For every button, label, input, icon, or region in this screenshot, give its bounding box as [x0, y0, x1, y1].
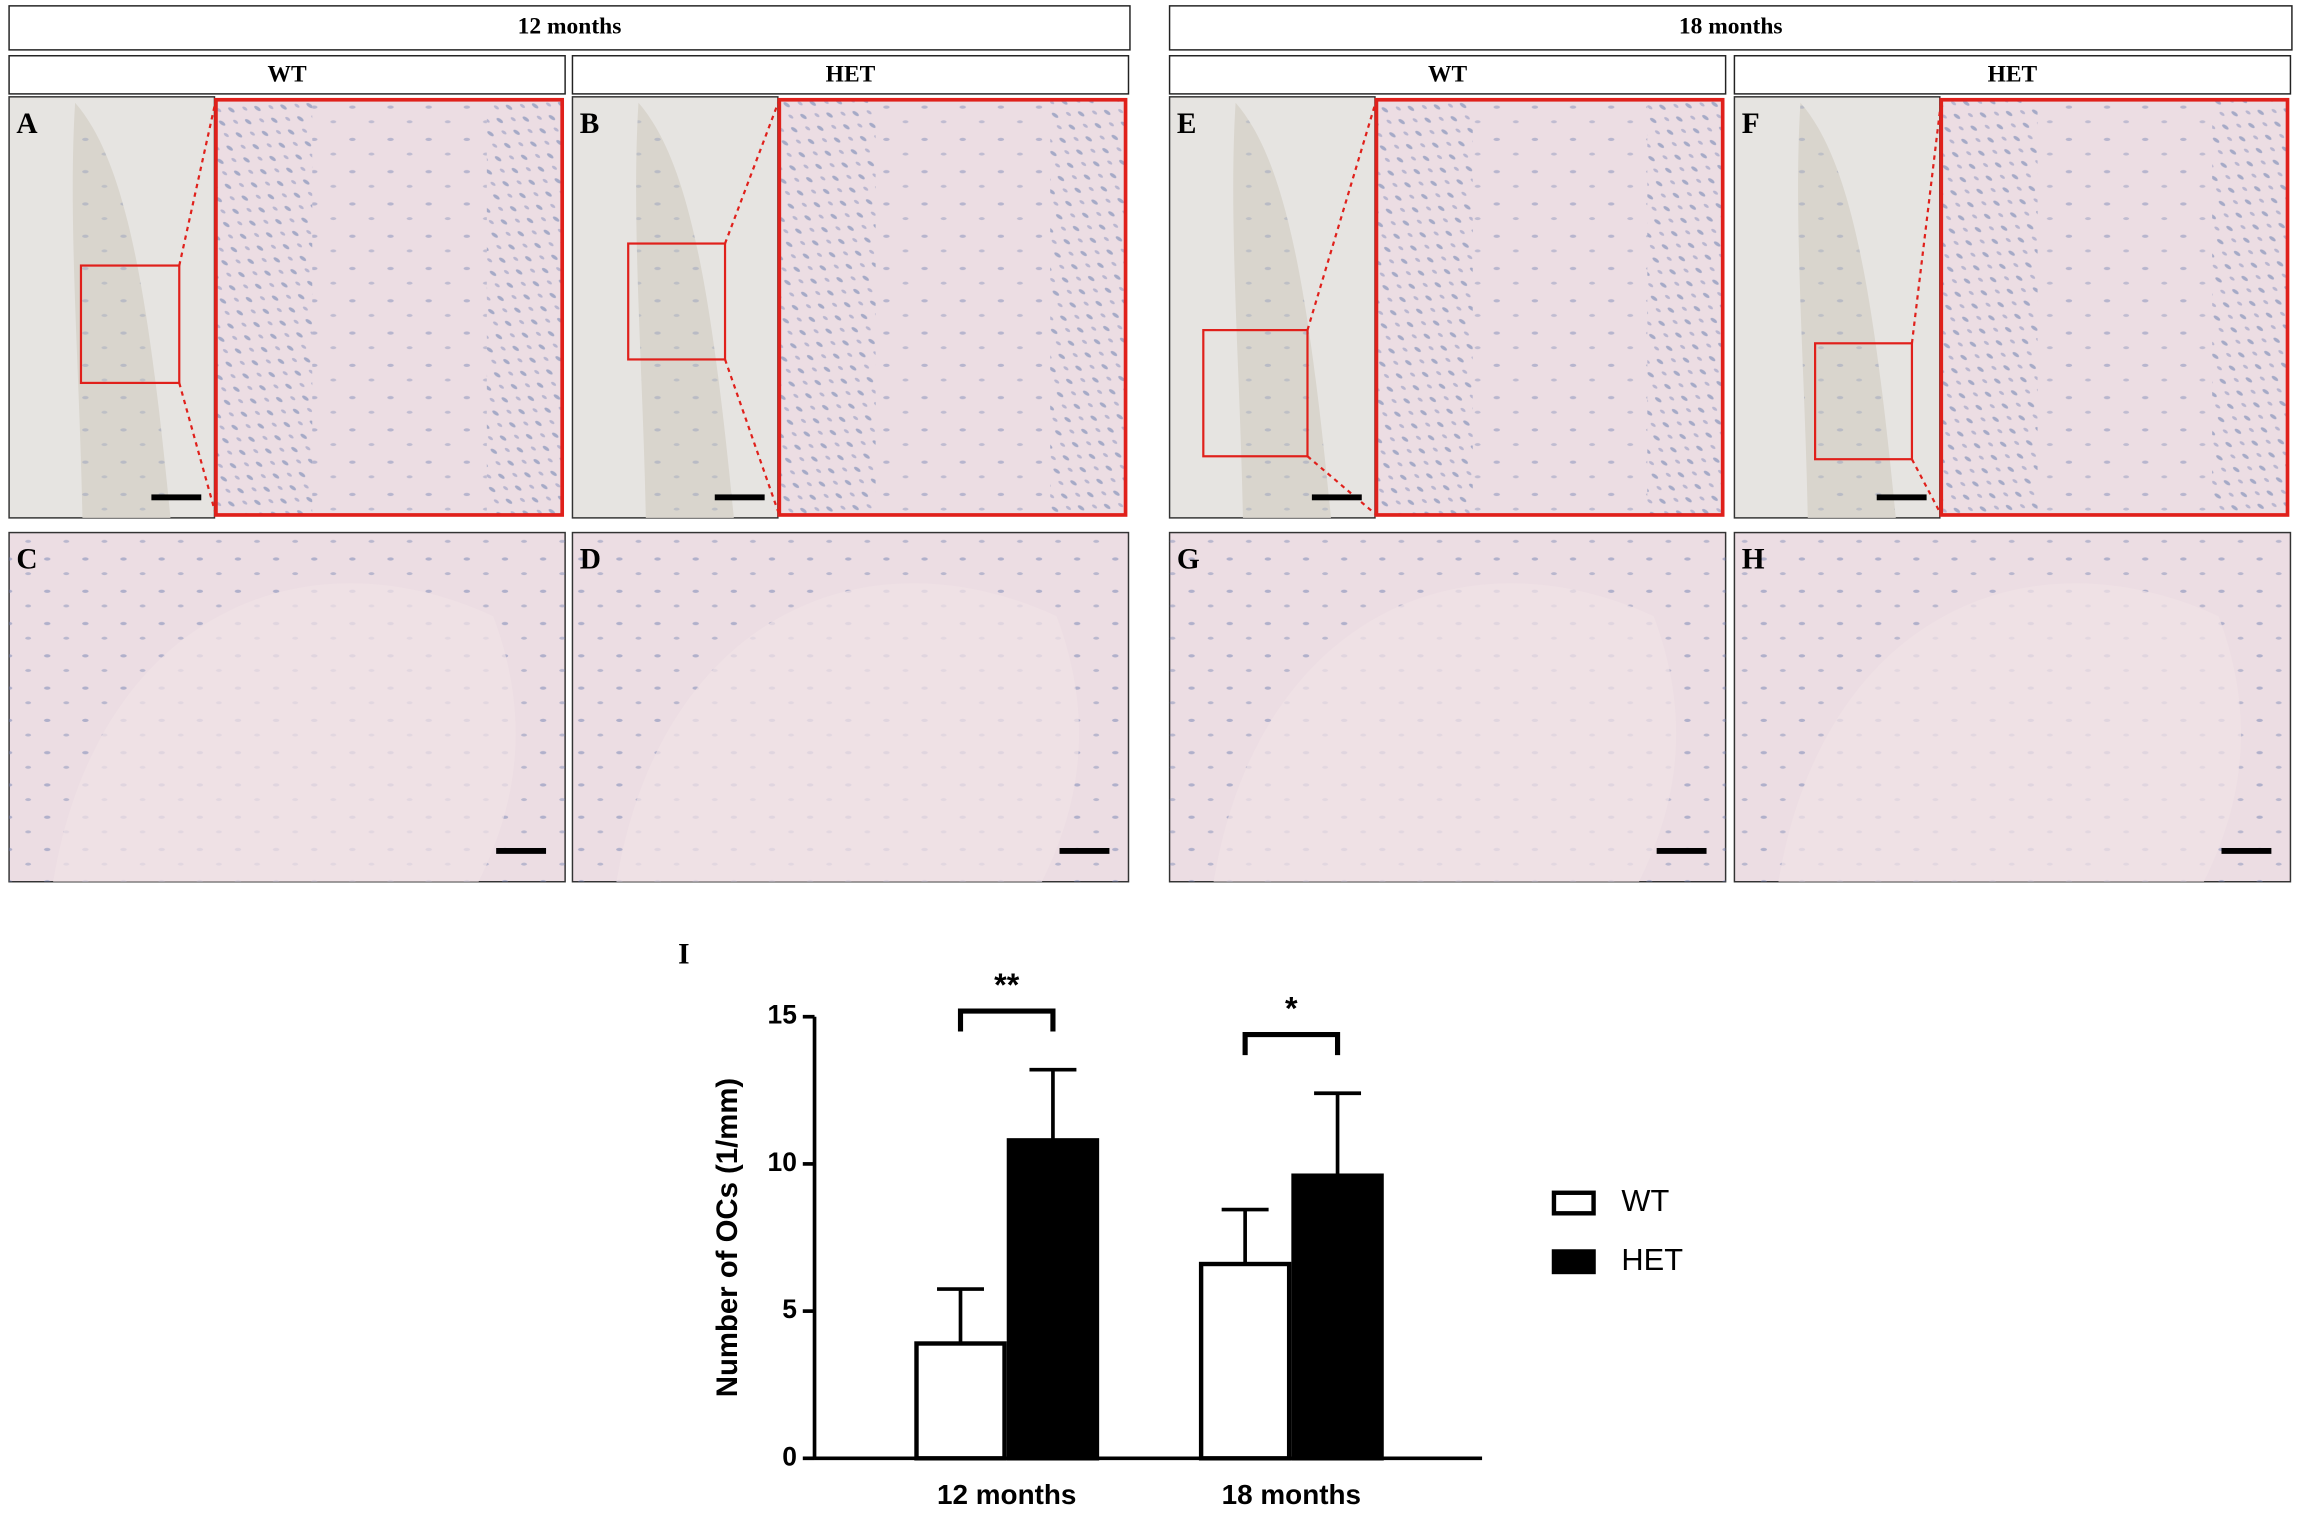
inset-cells [1374, 98, 1473, 517]
significance-bracket [957, 1008, 1056, 1032]
subgroup-header-box [1733, 55, 2292, 95]
inset-matrix [1472, 98, 1648, 517]
scale-bar [151, 494, 202, 501]
inset-matrix [312, 98, 487, 517]
subgroup-header: HET [1988, 62, 2038, 88]
subgroup-header: WT [268, 62, 307, 88]
panel-letter: H [1742, 544, 1765, 576]
panel-letter: C [16, 544, 37, 576]
zoom-line [1910, 99, 1943, 344]
legend-label: WT [1621, 1183, 1669, 1218]
significance-label: ** [994, 967, 1020, 1003]
significance-bracket [1242, 1032, 1341, 1056]
subgroup-header-box [1168, 55, 1727, 95]
zoom-line [1306, 455, 1378, 516]
legend-swatch [1551, 1249, 1596, 1275]
inset-cells [1050, 98, 1128, 517]
tissue-texture [72, 102, 171, 518]
y-axis-title: Number of OCs (1/mm) [711, 1078, 744, 1397]
x-tick-label: 12 months [937, 1479, 1076, 1510]
inset-frame [1374, 97, 1725, 517]
inset-cells [486, 98, 564, 517]
y-tick-label: 10 [768, 1147, 797, 1177]
group-header-box [8, 5, 1131, 51]
panel-letter: E [1177, 108, 1197, 140]
subgroup-header-box [571, 55, 1130, 95]
group-header-box [1168, 5, 2293, 51]
zoom-box [627, 242, 727, 361]
y-tick-label: 0 [782, 1441, 797, 1471]
bar [1198, 1261, 1292, 1461]
inset-cells [1939, 98, 2038, 517]
bone-region [1213, 583, 1677, 882]
panel-letter: F [1742, 108, 1760, 140]
inset-matrix [875, 98, 1051, 517]
inset-matrix [2037, 98, 2213, 517]
legend-swatch [1551, 1190, 1596, 1216]
bar [914, 1341, 1007, 1461]
zoom-box [1202, 329, 1309, 458]
inset-frame [777, 97, 1128, 517]
inset-cells [214, 98, 313, 517]
y-tick-label: 5 [782, 1294, 797, 1324]
bone-region [53, 583, 516, 882]
bone-region [1778, 583, 2242, 882]
subgroup-header: WT [1428, 62, 1467, 88]
panel-letter: D [580, 544, 601, 576]
scale-bar [496, 847, 547, 854]
y-tick-label: 15 [768, 1000, 797, 1030]
group-header: 18 months [1679, 13, 1783, 39]
significance-label: * [1285, 991, 1298, 1027]
bar [1006, 1138, 1100, 1461]
panel-letter: G [1177, 544, 1200, 576]
zoom-line [723, 359, 781, 516]
bone-region [616, 583, 1080, 882]
inset-cells [777, 98, 876, 517]
inset-frame [1939, 97, 2290, 517]
panel-letter: A [16, 108, 37, 140]
group-header: 12 months [518, 13, 622, 39]
legend-label: HET [1621, 1242, 1683, 1277]
scale-bar [1876, 494, 1927, 501]
inset-cells [2212, 98, 2289, 517]
panel-letter: B [580, 108, 600, 140]
zoom-box [1814, 342, 1914, 461]
inset-frame [214, 97, 565, 517]
subgroup-header: HET [826, 62, 876, 88]
scale-bar [2221, 847, 2272, 854]
scale-bar [1311, 494, 1362, 501]
scale-bar [1656, 847, 1707, 854]
bar [1291, 1173, 1384, 1461]
chart-label: I [678, 938, 689, 970]
scale-bar [714, 494, 765, 501]
scale-bar [1059, 847, 1110, 854]
x-tick-label: 18 months [1222, 1479, 1361, 1510]
zoom-box [79, 264, 181, 385]
zoom-line [1910, 458, 1943, 516]
inset-cells [1647, 98, 1725, 517]
subgroup-header-box [8, 55, 566, 95]
tissue-texture [1798, 102, 1896, 518]
tissue-texture [636, 102, 734, 518]
zoom-line [178, 99, 218, 266]
